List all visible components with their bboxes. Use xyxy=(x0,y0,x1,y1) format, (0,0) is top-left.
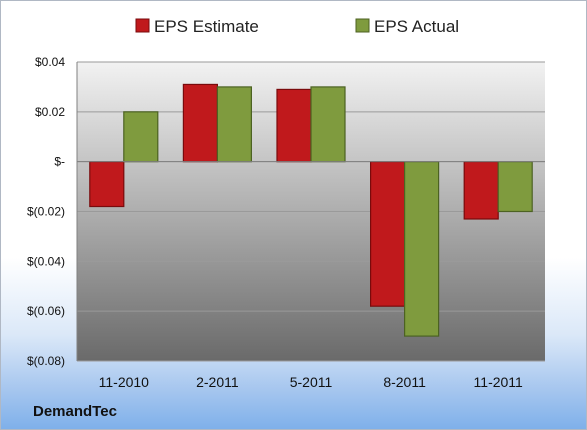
y-tick-label: $(0.06) xyxy=(27,304,65,318)
actual-bar-5-2011 xyxy=(310,86,346,163)
company-name: DemandTec xyxy=(33,403,117,420)
x-axis: 11-2010 2-2011 5-2011 8-2011 11-2011 xyxy=(77,161,545,390)
x-tick-label: 8-2011 xyxy=(383,374,426,390)
estimate-bar-8-2011 xyxy=(370,161,406,307)
y-tick-label: $0.02 xyxy=(35,105,65,119)
actual-bar-11-2011 xyxy=(497,161,533,213)
legend-swatch-estimate xyxy=(135,18,150,33)
estimate-bar-11-2010 xyxy=(89,161,125,208)
estimate-bar-11-2011 xyxy=(463,161,499,220)
x-tick-label: 11-2010 xyxy=(99,374,150,390)
legend: EPS Estimate EPS Actual xyxy=(135,17,459,36)
y-tick-label: $(0.08) xyxy=(27,354,65,368)
actual-bar-11-2010 xyxy=(123,111,159,163)
estimate-bar-2-2011 xyxy=(182,83,218,163)
estimate-bar-5-2011 xyxy=(276,88,312,163)
x-tick-label: 2-2011 xyxy=(196,374,239,390)
x-tick-label: 11-2011 xyxy=(474,374,524,390)
y-tick-label: $(0.02) xyxy=(27,205,65,219)
y-tick-label: $- xyxy=(54,155,65,169)
legend-label-estimate: EPS Estimate xyxy=(154,17,259,36)
bars xyxy=(89,83,533,337)
legend-label-actual: EPS Actual xyxy=(374,17,459,36)
legend-swatch-actual xyxy=(355,18,370,33)
actual-bar-2-2011 xyxy=(216,86,252,163)
y-tick-label: $(0.04) xyxy=(27,254,65,268)
y-axis: $0.04 $0.02 $- $(0.02) $(0.04) $(0.06) $(0.08) xyxy=(27,55,78,368)
x-tick-label: 5-2011 xyxy=(290,374,333,390)
actual-bar-8-2011 xyxy=(404,161,440,337)
y-tick-label: $0.04 xyxy=(35,55,65,69)
